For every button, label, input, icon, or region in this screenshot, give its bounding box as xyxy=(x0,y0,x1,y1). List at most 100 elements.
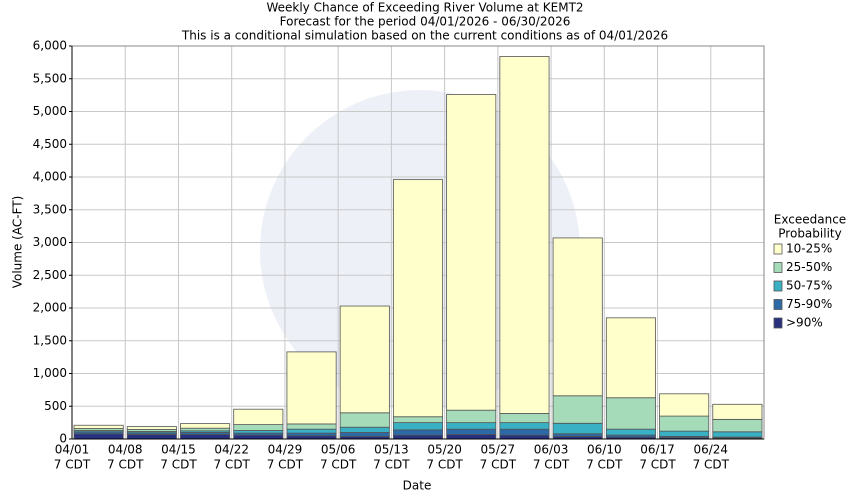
legend-swatch xyxy=(773,243,783,255)
bar-segment xyxy=(339,426,390,433)
x-tick-sublabel: 7 CDT xyxy=(267,458,304,472)
x-tick-sublabel: 7 CDT xyxy=(160,458,197,472)
x-tick-label: 06/10 xyxy=(587,443,622,457)
bar-segment xyxy=(233,434,284,440)
x-tick-label: 04/15 xyxy=(161,443,196,457)
y-tick-label: 2,000 xyxy=(33,301,67,315)
bar-segment xyxy=(233,408,284,425)
legend-title: Probability xyxy=(778,227,841,241)
chart-title: Weekly Chance of Exceeding River Volume … xyxy=(266,1,583,15)
bar-segment xyxy=(605,397,656,430)
bar-segment xyxy=(392,179,444,418)
bar-segment xyxy=(499,434,550,440)
x-tick-label: 05/13 xyxy=(374,443,409,457)
bar-segment xyxy=(446,434,497,440)
chart-subtitle: This is a conditional simulation based o… xyxy=(181,29,668,43)
bar-segment xyxy=(286,423,337,430)
y-tick-label: 1,000 xyxy=(33,366,67,380)
x-tick-sublabel: 7 CDT xyxy=(54,458,91,472)
bar-segment xyxy=(499,413,550,424)
y-tick-label: 3,500 xyxy=(33,202,67,216)
bar-segment xyxy=(446,409,497,424)
bar-segment xyxy=(233,424,284,431)
chart-subtitle: Forecast for the period 04/01/2026 - 06/… xyxy=(280,15,571,29)
bar-segment xyxy=(286,351,337,425)
legend-label: 10-25% xyxy=(786,242,832,256)
x-tick-label: 06/24 xyxy=(693,443,728,457)
x-tick-label: 05/27 xyxy=(481,443,516,457)
x-tick-sublabel: 7 CDT xyxy=(586,458,623,472)
x-tick-sublabel: 7 CDT xyxy=(480,458,517,472)
y-tick-label: 2,500 xyxy=(33,268,67,282)
bar-segment xyxy=(499,428,550,436)
bar-segment xyxy=(180,434,231,440)
bar-segment xyxy=(605,428,656,436)
bar-segment xyxy=(446,94,497,411)
legend-label: 25-50% xyxy=(786,260,832,274)
x-tick-sublabel: 7 CDT xyxy=(639,458,676,472)
bar-segment xyxy=(552,237,603,397)
bar-segment xyxy=(552,395,603,424)
x-tick-label: 04/29 xyxy=(268,443,303,457)
x-tick-sublabel: 7 CDT xyxy=(320,458,357,472)
x-tick-sublabel: 7 CDT xyxy=(107,458,144,472)
bar-segment xyxy=(392,422,444,431)
bar-segment xyxy=(73,433,124,440)
x-tick-label: 06/03 xyxy=(534,443,569,457)
bar-segment xyxy=(392,434,444,440)
bar-segment xyxy=(392,416,444,424)
bar-segment xyxy=(499,56,550,414)
x-tick-label: 04/22 xyxy=(214,443,249,457)
bar-segment xyxy=(552,422,603,435)
legend-swatch xyxy=(773,262,783,273)
bar-segment xyxy=(339,305,390,414)
y-tick-label: 500 xyxy=(44,399,67,413)
y-axis-label: Volume (AC-FT) xyxy=(11,196,25,289)
legend-label: >90% xyxy=(786,316,823,330)
x-tick-label: 06/17 xyxy=(640,443,675,457)
y-tick-label: 4,500 xyxy=(33,137,67,151)
bar-segment xyxy=(712,403,763,420)
y-tick-label: 5,500 xyxy=(33,71,67,85)
bar-segment xyxy=(126,426,177,430)
legend-swatch xyxy=(773,280,783,292)
x-axis-label: Date xyxy=(403,479,432,493)
x-tick-sublabel: 7 CDT xyxy=(693,458,730,472)
bar-segment xyxy=(605,317,656,399)
bar-segment xyxy=(659,393,710,417)
x-tick-label: 05/20 xyxy=(427,443,462,457)
x-tick-sublabel: 7 CDT xyxy=(373,458,410,472)
legend-label: 50-75% xyxy=(786,279,832,293)
bar-segment xyxy=(180,423,231,429)
x-tick-sublabel: 7 CDT xyxy=(533,458,570,472)
y-tick-label: 5,000 xyxy=(33,104,67,118)
bar-segment xyxy=(712,431,763,438)
legend-label: 75-90% xyxy=(786,297,832,311)
x-tick-sublabel: 7 CDT xyxy=(213,458,250,472)
y-tick-label: 3,000 xyxy=(33,235,67,249)
x-tick-sublabel: 7 CDT xyxy=(426,458,463,472)
bar-segment xyxy=(659,430,710,437)
bar-segment xyxy=(339,412,390,428)
legend-swatch xyxy=(773,317,783,329)
y-tick-label: 4,000 xyxy=(33,170,67,184)
bar-segment xyxy=(712,418,763,433)
bar-segment xyxy=(446,428,497,435)
x-tick-label: 04/01 xyxy=(55,443,90,457)
bar-segment xyxy=(126,434,177,440)
bar-segment xyxy=(339,432,390,437)
bar-segment xyxy=(499,422,550,430)
bar-segment xyxy=(286,428,337,434)
bar-segment xyxy=(659,415,710,432)
bar-segment xyxy=(392,429,444,436)
y-tick-label: 6,000 xyxy=(33,39,67,53)
x-tick-label: 04/08 xyxy=(108,443,143,457)
legend-title: Exceedance xyxy=(774,213,846,227)
y-tick-label: 1,500 xyxy=(33,333,67,347)
x-tick-label: 05/06 xyxy=(321,443,356,457)
y-tick-label: 0 xyxy=(59,432,67,446)
bar-segment xyxy=(446,422,497,430)
legend-swatch xyxy=(773,299,783,310)
bar-segment xyxy=(73,424,124,429)
